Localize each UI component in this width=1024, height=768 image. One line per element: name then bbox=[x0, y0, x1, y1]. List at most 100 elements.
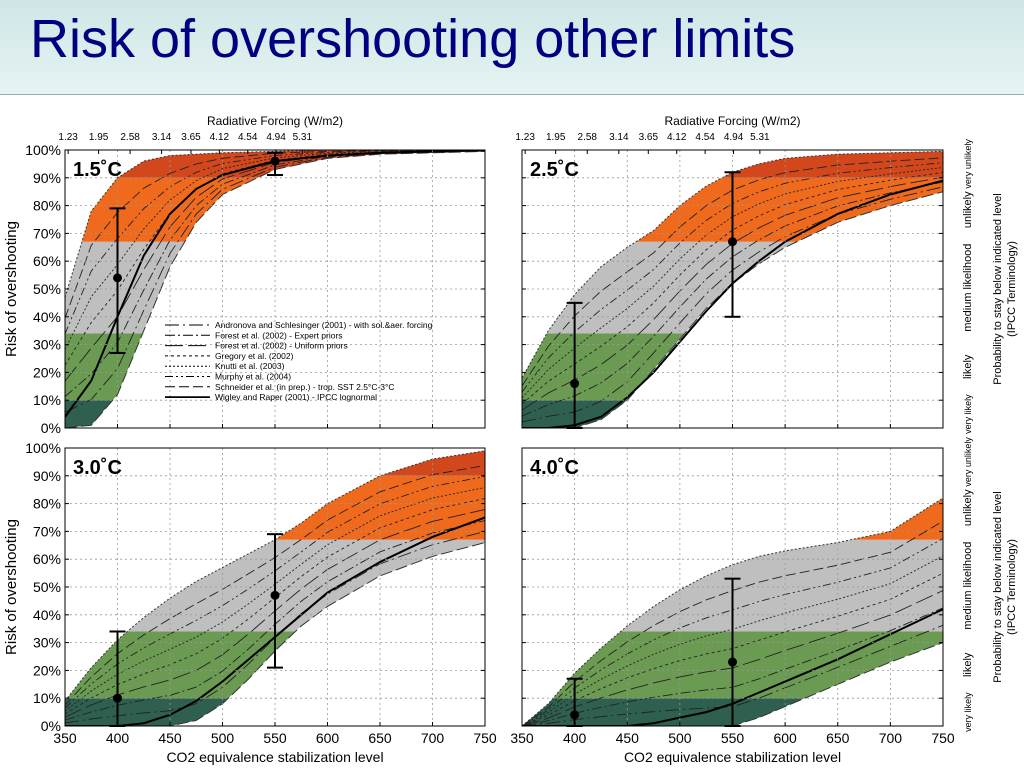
y-tick-label: 30% bbox=[33, 337, 61, 353]
rf-tick-label: 1.95 bbox=[546, 132, 566, 143]
ipcc-terminology-label: (IPCC Terminology) bbox=[1006, 539, 1018, 635]
wigley-raper-curve bbox=[522, 179, 943, 428]
legend-entry: Schneider et al. (in prep.) - trop. SST … bbox=[215, 382, 395, 392]
study-curve-6 bbox=[65, 150, 485, 335]
legend: Andronova and Schlesinger (2001) - with … bbox=[165, 320, 433, 402]
rf-tick-label: 3.65 bbox=[639, 132, 659, 143]
likelihood-label: medium likelihood bbox=[962, 244, 974, 332]
rf-tick-label: 3.65 bbox=[181, 132, 201, 143]
title-bar: Risk of overshooting other limits bbox=[0, 0, 1024, 95]
legend-entry: Gregory et al. (2002) bbox=[215, 351, 294, 361]
x-tick-label: 550 bbox=[721, 730, 745, 746]
errorbar-point bbox=[113, 693, 122, 703]
x-axis-label: CO2 equivalence stabilization level bbox=[624, 749, 841, 765]
rf-tick-label: 1.23 bbox=[515, 132, 535, 143]
rf-tick-label: 3.14 bbox=[609, 132, 629, 143]
likelihood-label: very unlikely bbox=[963, 437, 973, 487]
slide-title: Risk of overshooting other limits bbox=[30, 9, 796, 69]
panel-3: 3.0˚C 0% 10% 20% 30% 40% 50% 60% 70% 80% 90% 100% Ri… bbox=[3, 440, 497, 765]
likelihood-labels: very unlikely unlikely medium likelihood li… bbox=[962, 437, 974, 732]
y-tick-label: 50% bbox=[33, 281, 61, 297]
errorbar-550 bbox=[267, 151, 283, 177]
study-curve-2 bbox=[522, 181, 943, 417]
x-tick-label: 550 bbox=[263, 730, 287, 746]
x-tick-label: 650 bbox=[826, 730, 850, 746]
x-tick-label: 450 bbox=[158, 730, 182, 746]
rf-axis-label: Radiative Forcing (W/m2) bbox=[207, 114, 343, 128]
y-tick-label: 0% bbox=[41, 718, 61, 734]
x-tick-label: 500 bbox=[211, 730, 235, 746]
y-tick-label: 40% bbox=[33, 607, 61, 623]
study-curve-3 bbox=[65, 509, 485, 718]
envelope-upper-line bbox=[65, 450, 485, 702]
x-tick-label: 350 bbox=[53, 730, 77, 746]
y-tick-label: 80% bbox=[33, 496, 61, 512]
tick-marks bbox=[64, 149, 486, 429]
x-tick-label: 700 bbox=[879, 730, 903, 746]
y-tick-label: 60% bbox=[33, 551, 61, 567]
y-tick-label: 100% bbox=[25, 142, 61, 158]
likelihood-labels: very unlikely unlikely medium likelihood li… bbox=[962, 139, 974, 434]
y-tick-label: 80% bbox=[33, 198, 61, 214]
y-tick-label: 70% bbox=[33, 225, 61, 241]
study-curve-2 bbox=[65, 520, 485, 721]
errorbar-point bbox=[113, 273, 122, 283]
y-tick-label: 0% bbox=[41, 420, 61, 436]
x-tick-label: 450 bbox=[616, 730, 640, 746]
study-curve-3 bbox=[522, 176, 943, 411]
x-tick-label: 350 bbox=[510, 730, 534, 746]
likelihood-label: very likely bbox=[963, 692, 973, 732]
errorbar-point bbox=[728, 237, 737, 247]
tick-marks bbox=[521, 447, 944, 727]
y-tick-label: 90% bbox=[33, 170, 61, 186]
wigley-raper-curve bbox=[522, 608, 943, 726]
x-tick-label: 600 bbox=[773, 730, 797, 746]
y-tick-label: 100% bbox=[25, 440, 61, 456]
legend-entry: Knutti et al. (2003) bbox=[215, 361, 285, 371]
likelihood-label: unlikely bbox=[962, 489, 974, 526]
tick-marks bbox=[521, 149, 944, 429]
y-tick-label: 30% bbox=[33, 635, 61, 651]
probability-label: Probability to stay below indicated leve… bbox=[992, 491, 1004, 682]
errorbar-point bbox=[270, 590, 280, 600]
errorbar-550 bbox=[724, 171, 741, 318]
study-curve-7 bbox=[65, 150, 485, 319]
legend-entry: Wigley and Raper (2001) - IPCC lognormal bbox=[215, 392, 377, 402]
x-tick-label: 400 bbox=[563, 730, 587, 746]
study-curve-7 bbox=[522, 157, 943, 387]
rf-tick-label: 4.12 bbox=[210, 132, 230, 143]
likelihood-label: likely bbox=[962, 652, 974, 677]
y-tick-label: 10% bbox=[33, 392, 61, 408]
x-tick-label: 700 bbox=[421, 730, 445, 746]
envelope-lower-line bbox=[522, 191, 943, 428]
y-tick-label: 70% bbox=[33, 523, 61, 539]
overshoot-figure: 1.5˚C 0% 10% 20% 30% 40% 50% 60% 70% 80% 90% 100% Ri… bbox=[3, 114, 1018, 765]
study-curve-1 bbox=[65, 531, 485, 724]
x-axis-label: CO2 equivalence stabilization level bbox=[166, 749, 383, 765]
panel-4: 4.0˚C 350 400 450 500 550 600 650 700 750 CO2 equi… bbox=[510, 437, 1018, 765]
y-tick-label: 90% bbox=[33, 468, 61, 484]
rf-tick-label: 2.58 bbox=[120, 132, 140, 143]
y-axis-label: Risk of overshooting bbox=[3, 519, 20, 655]
rf-tick-label: 4.54 bbox=[695, 132, 715, 143]
errorbar-550 bbox=[267, 533, 283, 669]
study-curve-4 bbox=[522, 171, 943, 405]
study-curve-6 bbox=[522, 538, 943, 726]
y-tick-label: 20% bbox=[33, 662, 61, 678]
likelihood-label: very likely bbox=[963, 394, 973, 434]
rf-tick-label: 4.94 bbox=[266, 132, 286, 143]
x-tick-label: 750 bbox=[473, 730, 497, 746]
panel-label: 3.0˚C bbox=[73, 456, 122, 479]
errorbar-point bbox=[728, 657, 737, 667]
rf-tick-label: 1.23 bbox=[58, 132, 78, 143]
rf-tick-label: 4.54 bbox=[238, 132, 258, 143]
study-curve-4 bbox=[522, 572, 943, 726]
envelope-upper-line bbox=[522, 497, 943, 726]
likelihood-label: medium likelihood bbox=[962, 542, 974, 630]
tick-marks bbox=[64, 447, 486, 727]
rf-tick-label: 2.58 bbox=[578, 132, 598, 143]
panel-1: 1.5˚C 0% 10% 20% 30% 40% 50% 60% 70% 80% 90% 100% Ri… bbox=[3, 114, 486, 436]
y-tick-label: 20% bbox=[33, 364, 61, 380]
panel-label: 2.5˚C bbox=[530, 158, 579, 181]
rf-tick-label: 3.14 bbox=[152, 132, 172, 143]
